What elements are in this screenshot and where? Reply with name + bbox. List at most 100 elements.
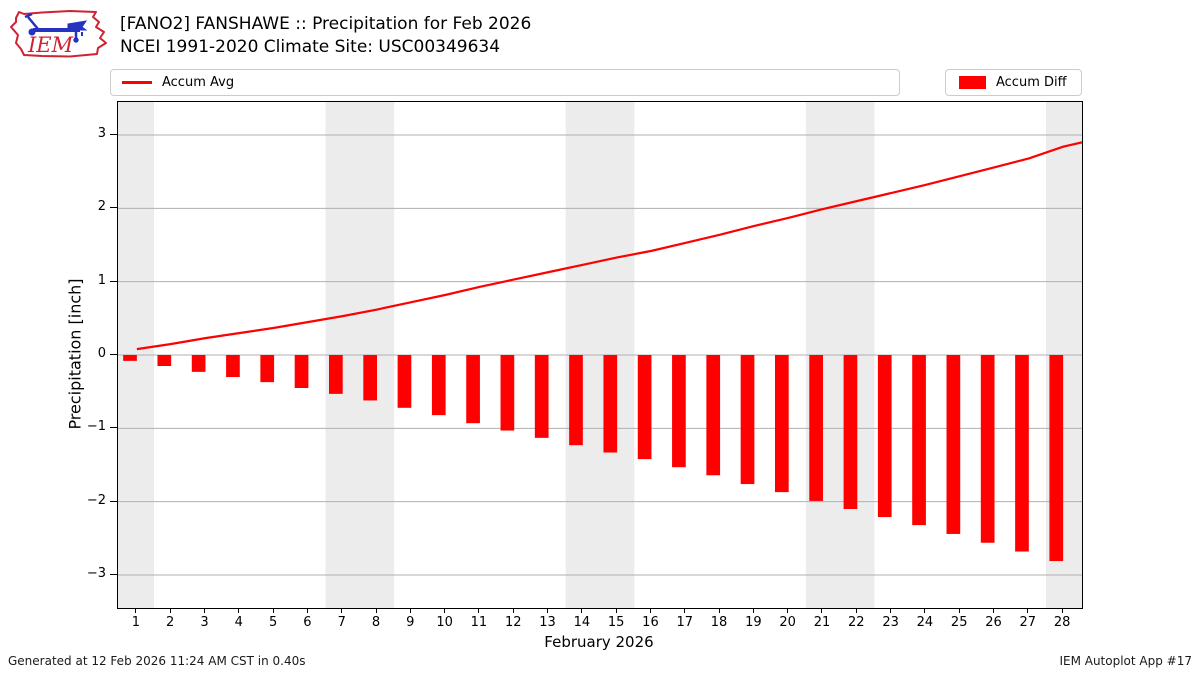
x-tick-label: 22 (848, 615, 865, 630)
x-tick-mark (924, 608, 926, 613)
x-tick-label: 5 (268, 615, 278, 630)
x-tick-label: 2 (166, 615, 175, 630)
x-tick-label: 9 (406, 615, 415, 630)
accum-diff-bar (569, 355, 583, 446)
accum-diff-bar (294, 355, 309, 388)
chart-canvas (118, 102, 1082, 608)
accum-diff-bar (466, 355, 480, 424)
x-tick-mark (238, 608, 240, 613)
accum-diff-bar (877, 355, 892, 518)
x-tick-mark (135, 608, 137, 613)
accum-diff-bar (980, 355, 995, 543)
x-tick-label: 21 (813, 615, 831, 630)
x-tick-mark (169, 608, 171, 613)
chart-title: [FANO2] FANSHAWE :: Precipitation for Fe… (120, 14, 532, 34)
x-tick-mark (444, 608, 446, 613)
accum-diff-bar (329, 355, 343, 394)
x-tick-mark (993, 608, 995, 613)
x-tick-label: 24 (916, 615, 934, 630)
x-tick-label: 25 (950, 615, 968, 630)
x-tick-mark (821, 608, 823, 613)
x-tick-mark (341, 608, 343, 613)
y-tick-label: 0 (97, 346, 106, 361)
y-tick-label: 2 (97, 199, 106, 215)
x-tick-label: 17 (676, 615, 694, 630)
accum-diff-bar (603, 355, 618, 453)
title-block: [FANO2] FANSHAWE :: Precipitation for Fe… (120, 13, 531, 59)
accum-diff-bar (500, 355, 515, 431)
x-tick-mark (1061, 608, 1063, 613)
accum-diff-bar (809, 355, 823, 501)
accum-diff-bar (1049, 355, 1064, 562)
accum-diff-bar (637, 355, 652, 460)
iem-logo: IEM (10, 10, 107, 58)
x-tick-label: 15 (607, 615, 625, 630)
y-tick-mark (110, 500, 117, 502)
x-tick-mark (306, 608, 308, 613)
x-tick-label: 27 (1019, 615, 1037, 630)
x-tick-mark (512, 608, 514, 613)
x-tick-label: 19 (745, 615, 762, 630)
x-axis-title: February 2026 (544, 633, 654, 651)
x-tick-label: 14 (573, 615, 591, 630)
y-tick-mark (110, 574, 117, 575)
accum-diff-bar (157, 355, 172, 366)
iem-logo-text: IEM (27, 33, 74, 57)
x-tick-mark (409, 608, 411, 613)
x-tick-mark (581, 608, 583, 613)
y-tick-label: 1 (97, 272, 106, 288)
y-tick-mark (110, 354, 117, 355)
x-tick-mark (375, 608, 377, 613)
plot-area (117, 101, 1083, 609)
x-tick-mark (203, 608, 205, 613)
y-tick-label: 3 (97, 126, 106, 141)
x-tick-mark (890, 608, 892, 613)
x-tick-mark (787, 608, 789, 613)
y-tick-label: −2 (86, 492, 106, 508)
accum-diff-bar (431, 355, 446, 416)
x-tick-mark (684, 608, 686, 613)
accum-diff-bar (672, 355, 686, 468)
y-tick-label: −3 (86, 566, 106, 581)
accum-diff-bar (706, 355, 721, 476)
footer-generated-text: Generated at 12 Feb 2026 11:24 AM CST in… (8, 654, 306, 668)
wind-vane-icon (24, 12, 88, 43)
footer-app-text: IEM Autoplot App #17 (1059, 654, 1192, 668)
x-tick-mark (752, 608, 754, 613)
x-tick-label: 28 (1053, 615, 1071, 630)
x-tick-label: 7 (337, 615, 346, 630)
accum-avg-line-swatch-icon (122, 81, 152, 84)
x-tick-mark (649, 608, 651, 613)
x-tick-label: 4 (234, 615, 243, 630)
y-tick-mark (110, 280, 117, 282)
accum-diff-bar (123, 355, 137, 361)
y-tick-label: −1 (86, 419, 106, 435)
x-tick-mark (547, 608, 549, 613)
accum-diff-bar (774, 355, 789, 493)
x-tick-label: 6 (303, 615, 312, 630)
accum-diff-bar (1015, 355, 1029, 552)
accum-diff-bar (946, 355, 961, 534)
accum-diff-bar (740, 355, 755, 485)
x-tick-mark (478, 608, 480, 613)
chart-subtitle: NCEI 1991-2020 Climate Site: USC00349634 (120, 37, 501, 57)
x-tick-mark (958, 608, 960, 613)
y-tick-mark (110, 134, 117, 135)
accum-diff-bar (363, 355, 378, 401)
accum-diff-bar-swatch-icon (959, 76, 986, 89)
x-tick-label: 20 (779, 615, 796, 630)
x-tick-label: 18 (710, 615, 728, 630)
x-tick-label: 23 (882, 615, 899, 630)
accum-diff-bar (912, 355, 926, 526)
x-tick-label: 13 (539, 615, 556, 630)
x-tick-label: 10 (436, 615, 453, 630)
accum-diff-bar (191, 355, 206, 372)
accum-diff-bar (534, 355, 549, 438)
legend-accum-avg: Accum Avg (110, 69, 900, 96)
x-tick-mark (272, 608, 274, 613)
y-tick-mark (110, 427, 117, 429)
x-tick-label: 1 (131, 615, 140, 630)
legend-accum-diff: Accum Diff (945, 69, 1082, 96)
x-tick-mark (615, 608, 617, 613)
